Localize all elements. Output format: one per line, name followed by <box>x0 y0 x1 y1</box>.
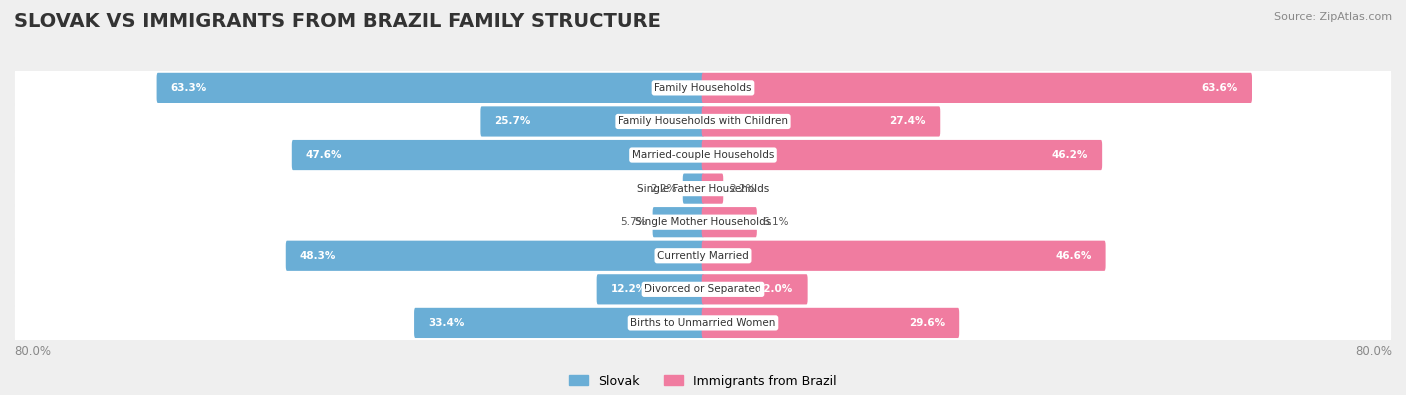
FancyBboxPatch shape <box>683 173 704 204</box>
Text: 63.3%: 63.3% <box>170 83 207 93</box>
Text: 5.7%: 5.7% <box>620 217 647 227</box>
FancyBboxPatch shape <box>415 308 704 338</box>
FancyBboxPatch shape <box>652 207 704 237</box>
Text: Source: ZipAtlas.com: Source: ZipAtlas.com <box>1274 12 1392 22</box>
Text: 27.4%: 27.4% <box>890 117 927 126</box>
Text: 63.6%: 63.6% <box>1202 83 1237 93</box>
Text: 2.2%: 2.2% <box>651 184 678 194</box>
FancyBboxPatch shape <box>292 140 704 170</box>
Text: 12.2%: 12.2% <box>610 284 647 294</box>
Text: Single Mother Households: Single Mother Households <box>636 217 770 227</box>
FancyBboxPatch shape <box>702 241 1105 271</box>
Text: 47.6%: 47.6% <box>307 150 343 160</box>
Text: 29.6%: 29.6% <box>908 318 945 328</box>
Legend: Slovak, Immigrants from Brazil: Slovak, Immigrants from Brazil <box>564 370 842 393</box>
FancyBboxPatch shape <box>15 127 1391 183</box>
FancyBboxPatch shape <box>702 308 959 338</box>
Text: 46.2%: 46.2% <box>1052 150 1088 160</box>
FancyBboxPatch shape <box>702 106 941 137</box>
Text: 33.4%: 33.4% <box>429 318 464 328</box>
Text: 6.1%: 6.1% <box>762 217 789 227</box>
Text: 80.0%: 80.0% <box>14 345 51 358</box>
Text: 46.6%: 46.6% <box>1054 251 1091 261</box>
Text: Family Households: Family Households <box>654 83 752 93</box>
Text: 25.7%: 25.7% <box>495 117 531 126</box>
FancyBboxPatch shape <box>15 60 1391 116</box>
FancyBboxPatch shape <box>15 261 1391 317</box>
Text: SLOVAK VS IMMIGRANTS FROM BRAZIL FAMILY STRUCTURE: SLOVAK VS IMMIGRANTS FROM BRAZIL FAMILY … <box>14 12 661 31</box>
Text: Single Father Households: Single Father Households <box>637 184 769 194</box>
FancyBboxPatch shape <box>702 173 723 204</box>
FancyBboxPatch shape <box>481 106 704 137</box>
Text: 12.0%: 12.0% <box>758 284 793 294</box>
FancyBboxPatch shape <box>702 140 1102 170</box>
FancyBboxPatch shape <box>15 295 1391 351</box>
FancyBboxPatch shape <box>15 228 1391 284</box>
Text: 80.0%: 80.0% <box>1355 345 1392 358</box>
FancyBboxPatch shape <box>15 94 1391 149</box>
FancyBboxPatch shape <box>702 207 756 237</box>
FancyBboxPatch shape <box>15 161 1391 216</box>
Text: Births to Unmarried Women: Births to Unmarried Women <box>630 318 776 328</box>
FancyBboxPatch shape <box>285 241 704 271</box>
Text: Family Households with Children: Family Households with Children <box>619 117 787 126</box>
Text: 2.2%: 2.2% <box>728 184 755 194</box>
FancyBboxPatch shape <box>702 73 1251 103</box>
Text: Currently Married: Currently Married <box>657 251 749 261</box>
FancyBboxPatch shape <box>156 73 704 103</box>
Text: Divorced or Separated: Divorced or Separated <box>644 284 762 294</box>
Text: 48.3%: 48.3% <box>299 251 336 261</box>
FancyBboxPatch shape <box>596 274 704 305</box>
FancyBboxPatch shape <box>15 194 1391 250</box>
Text: Married-couple Households: Married-couple Households <box>631 150 775 160</box>
FancyBboxPatch shape <box>702 274 807 305</box>
